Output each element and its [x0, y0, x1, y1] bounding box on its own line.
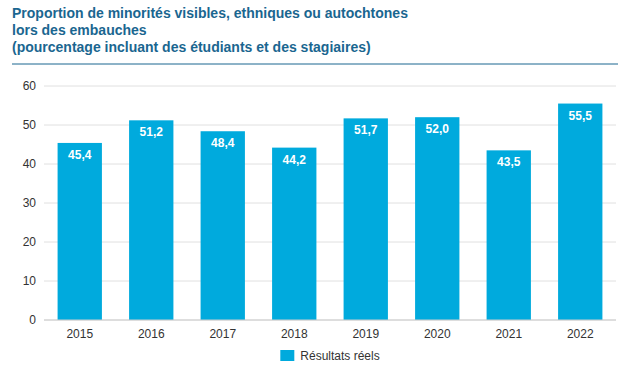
legend-swatch: [280, 350, 294, 361]
x-tick-label: 2022: [567, 327, 594, 341]
x-axis-line: [44, 320, 616, 321]
data-label: 44,2: [283, 153, 307, 167]
data-label: 51,7: [354, 123, 378, 137]
data-label: 55,5: [569, 109, 593, 123]
chart: Proportion de minorités visibles, ethniq…: [0, 0, 630, 382]
chart-container: Proportion de minorités visibles, ethniq…: [0, 0, 630, 382]
y-tick-label: 10: [23, 274, 37, 288]
bar: [201, 131, 245, 320]
grid-line: [44, 86, 616, 87]
bar: [415, 117, 459, 320]
data-label: 52,0: [426, 122, 450, 136]
x-tick-label: 2015: [66, 327, 93, 341]
bar: [272, 148, 316, 320]
bars: [58, 104, 603, 320]
data-label: 43,5: [497, 155, 521, 169]
data-label: 51,2: [140, 125, 164, 139]
data-label: 45,4: [68, 148, 92, 162]
y-tick-label: 50: [23, 118, 37, 132]
bar: [487, 150, 531, 320]
y-tick-label: 40: [23, 157, 37, 171]
y-tick-label: 0: [29, 313, 36, 327]
x-tick-label: 2017: [209, 327, 236, 341]
title: Proportion de minorités visibles, ethniq…: [12, 5, 408, 55]
x-tick-label: 2021: [495, 327, 522, 341]
bar: [129, 120, 173, 320]
y-tick-label: 30: [23, 196, 37, 210]
separator: [12, 64, 618, 65]
x-tick-label: 2016: [138, 327, 165, 341]
data-labels: 45,4 51,2 48,4 44,2 51,7 52,0 43,5 55,5: [68, 109, 592, 170]
data-label: 48,4: [211, 136, 235, 150]
y-tick-label: 60: [23, 79, 37, 93]
bar: [344, 118, 388, 320]
legend-label: Résultats réels: [300, 349, 379, 363]
bar: [58, 143, 102, 320]
legend: Résultats réels: [280, 349, 379, 363]
x-tick-label: 2020: [424, 327, 451, 341]
bar: [558, 104, 602, 320]
y-tick-label: 20: [23, 235, 37, 249]
x-tick-label: 2019: [352, 327, 379, 341]
grid-line: [44, 320, 616, 321]
x-tick-label: 2018: [281, 327, 308, 341]
